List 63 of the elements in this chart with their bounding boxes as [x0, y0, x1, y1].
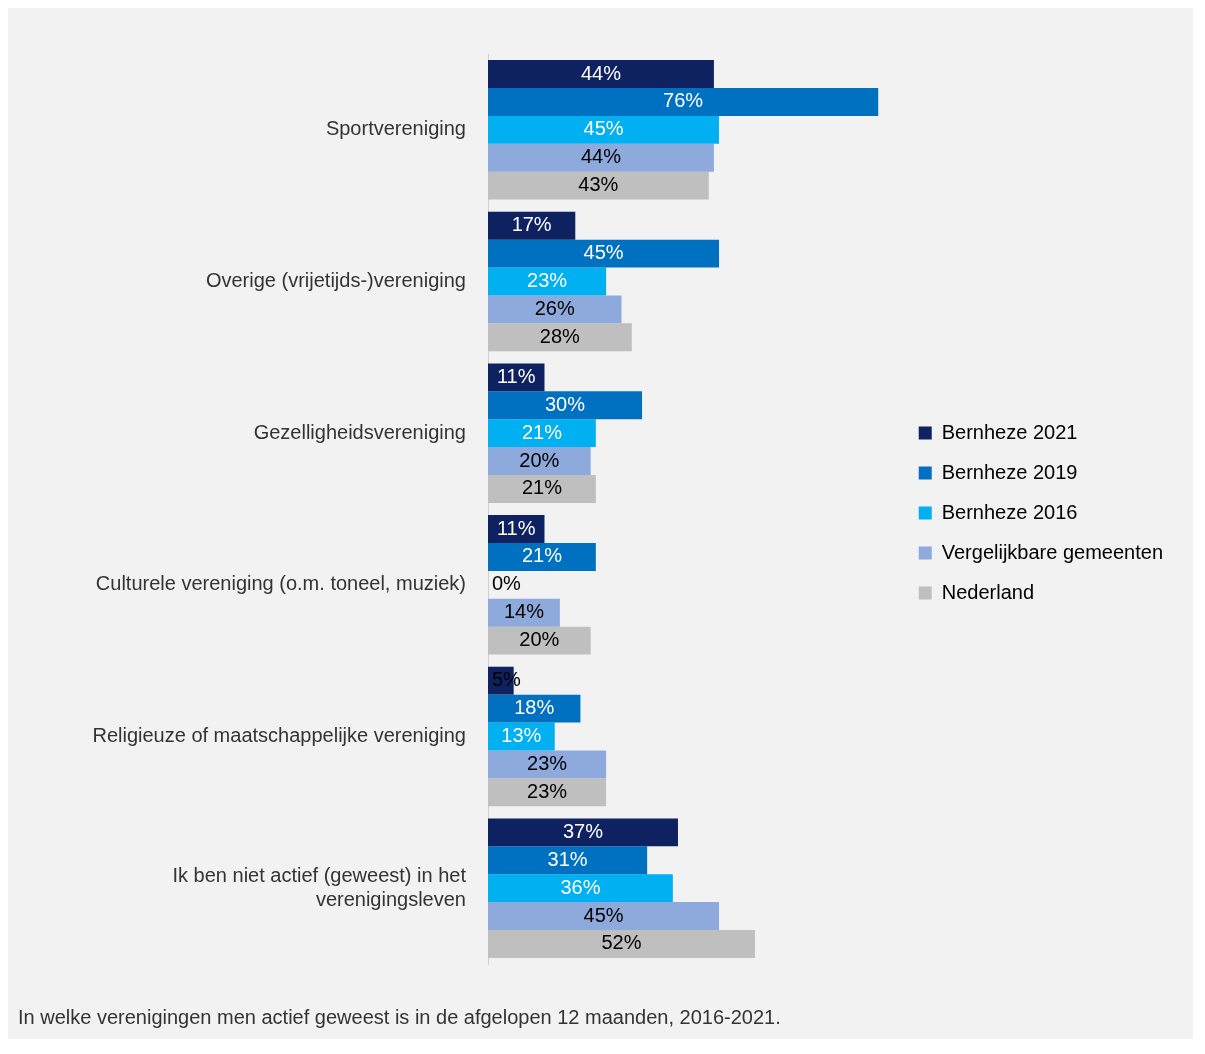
data-label: 45%	[583, 241, 624, 264]
data-label: 52%	[601, 931, 642, 954]
data-label: 14%	[503, 600, 545, 623]
data-label: 31%	[547, 847, 588, 870]
bar	[488, 143, 714, 172]
data-label: 45%	[583, 903, 624, 926]
bar	[488, 874, 673, 903]
data-label: 30%	[545, 392, 586, 415]
data-label: 21%	[521, 544, 563, 567]
data-label: 20%	[519, 628, 560, 651]
legend-label: Nederland	[941, 580, 1035, 603]
data-label: 23%	[527, 269, 568, 292]
bar	[488, 391, 643, 420]
bar	[488, 87, 879, 116]
bar	[488, 171, 709, 200]
bar	[488, 818, 678, 847]
data-label: 21%	[521, 420, 563, 443]
bar	[488, 211, 576, 240]
bar	[488, 239, 720, 268]
y-tick-label: Gezelligheidsvereniging	[253, 420, 466, 443]
bar	[488, 419, 596, 448]
data-label: 21%	[521, 476, 563, 499]
bar	[488, 626, 591, 655]
bar	[488, 447, 591, 476]
bar	[488, 930, 755, 958]
bar	[488, 750, 607, 779]
data-label: 44%	[580, 61, 622, 84]
bar	[488, 846, 648, 875]
bar	[488, 115, 720, 144]
bar	[488, 902, 720, 931]
data-label: 43%	[578, 173, 619, 196]
legend-label: Bernheze 2021	[941, 420, 1078, 443]
bar	[488, 542, 596, 571]
data-label: 11%	[496, 364, 536, 387]
data-label: 0%	[492, 572, 522, 595]
bar	[488, 323, 632, 352]
legend-label: Bernheze 2016	[941, 500, 1078, 523]
y-tick-label: Overige (vrijetijds-)vereniging	[205, 269, 466, 292]
legend-label: Bernheze 2019	[941, 460, 1078, 483]
data-label: 23%	[527, 779, 568, 802]
data-label: 28%	[539, 324, 581, 347]
y-tick-label: Ik ben niet actief (geweest) in het verenigingsleven	[172, 863, 467, 910]
data-label: 36%	[560, 875, 601, 898]
bar	[488, 475, 596, 503]
data-label: 18%	[514, 696, 555, 719]
bar	[488, 295, 622, 324]
bar	[488, 60, 714, 88]
y-tick-label: Culturele vereniging (o.m. toneel, muziek)	[95, 572, 466, 595]
bar	[488, 778, 607, 807]
y-tick-label: Sportvereniging	[325, 117, 466, 140]
data-label: 44%	[580, 145, 622, 168]
data-label: 76%	[663, 89, 704, 112]
data-label: 11%	[496, 516, 536, 539]
data-label: 13%	[501, 724, 542, 747]
data-label: 23%	[527, 751, 568, 774]
data-label: 37%	[562, 819, 604, 842]
data-label: 17%	[511, 213, 552, 236]
data-label: 26%	[534, 296, 575, 319]
text: In welke verenigingen men actief geweest is in de afgelopen 12 maanden, 2016-2021.	[17, 1005, 782, 1030]
legend-label: Vergelijkbare gemeenten	[941, 540, 1164, 563]
y-tick-label: Religieuze of maatschappelijke vereniging	[92, 724, 466, 747]
data-label: 20%	[519, 448, 560, 471]
data-label: 45%	[583, 117, 624, 140]
